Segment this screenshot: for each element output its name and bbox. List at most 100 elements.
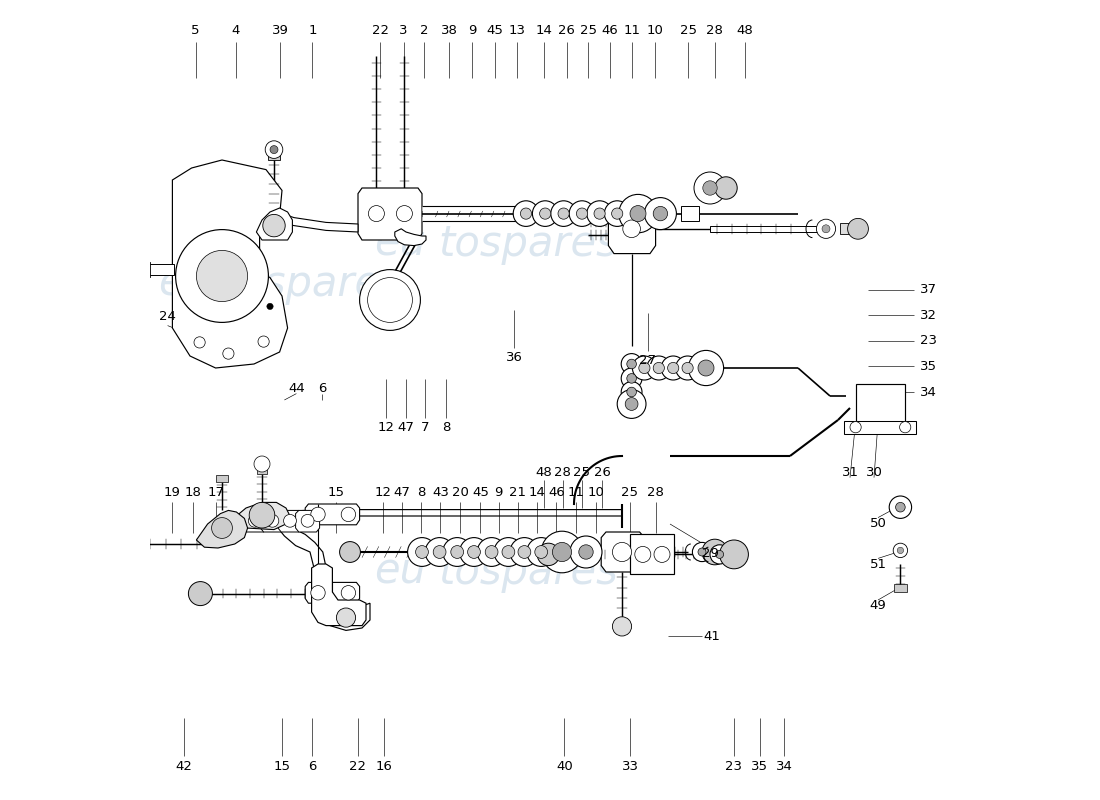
Circle shape: [889, 496, 912, 518]
Polygon shape: [311, 564, 366, 626]
Text: 25: 25: [621, 486, 638, 499]
Text: 27: 27: [639, 354, 656, 367]
Circle shape: [623, 220, 640, 238]
Bar: [217, 475, 228, 482]
Text: 14: 14: [529, 486, 546, 499]
Polygon shape: [395, 229, 426, 246]
Circle shape: [570, 536, 602, 568]
Circle shape: [552, 542, 572, 562]
Circle shape: [518, 546, 531, 558]
Circle shape: [502, 546, 515, 558]
Text: 28: 28: [706, 24, 723, 37]
Text: eu: eu: [374, 551, 426, 593]
Circle shape: [675, 356, 700, 380]
Text: 28: 28: [554, 466, 571, 478]
Text: 22: 22: [350, 760, 366, 773]
Circle shape: [267, 303, 273, 310]
Bar: [894, 584, 906, 592]
Circle shape: [537, 543, 560, 566]
Circle shape: [627, 387, 637, 397]
Polygon shape: [305, 582, 360, 603]
Text: 26: 26: [594, 466, 610, 478]
Text: 35: 35: [921, 360, 937, 373]
Circle shape: [451, 546, 463, 558]
Text: 38: 38: [441, 24, 458, 37]
Text: 45: 45: [486, 24, 503, 37]
Text: 5: 5: [191, 24, 200, 37]
Polygon shape: [97, 518, 126, 539]
Circle shape: [540, 208, 551, 219]
Circle shape: [569, 201, 595, 226]
Polygon shape: [243, 510, 267, 532]
Circle shape: [368, 206, 384, 222]
Circle shape: [613, 542, 631, 562]
Text: 13: 13: [508, 24, 526, 37]
Polygon shape: [305, 504, 360, 525]
Circle shape: [284, 514, 296, 527]
Text: 26: 26: [559, 24, 575, 37]
Polygon shape: [97, 542, 126, 566]
Circle shape: [250, 502, 275, 528]
Circle shape: [188, 582, 212, 606]
Circle shape: [702, 539, 727, 565]
Circle shape: [69, 522, 84, 536]
Text: 19: 19: [163, 486, 180, 499]
Circle shape: [263, 214, 285, 237]
Bar: [710, 226, 822, 232]
Polygon shape: [114, 518, 144, 539]
Text: 24: 24: [160, 310, 176, 322]
Circle shape: [668, 362, 679, 374]
Text: 41: 41: [703, 630, 720, 642]
Text: 39: 39: [272, 24, 289, 37]
Text: 47: 47: [397, 421, 415, 434]
Text: 3: 3: [399, 24, 408, 37]
Circle shape: [619, 194, 657, 233]
Circle shape: [627, 359, 637, 369]
Text: 1: 1: [308, 24, 317, 37]
Circle shape: [898, 547, 903, 554]
Circle shape: [639, 362, 650, 374]
Text: 8: 8: [442, 421, 450, 434]
Text: 40: 40: [556, 760, 573, 773]
Text: 43: 43: [432, 486, 449, 499]
Circle shape: [621, 382, 642, 402]
Polygon shape: [62, 542, 91, 566]
Text: 6: 6: [308, 760, 317, 773]
Circle shape: [647, 356, 671, 380]
Circle shape: [621, 368, 642, 389]
Circle shape: [100, 534, 120, 554]
Circle shape: [494, 538, 522, 566]
Text: 36: 36: [506, 351, 522, 364]
Polygon shape: [608, 204, 656, 254]
Text: 48: 48: [737, 24, 754, 37]
Text: 42: 42: [175, 760, 192, 773]
Circle shape: [703, 181, 717, 195]
Bar: [257, 466, 267, 474]
Circle shape: [477, 538, 506, 566]
Text: 48: 48: [536, 466, 552, 478]
Circle shape: [341, 507, 355, 522]
Circle shape: [460, 538, 488, 566]
Circle shape: [694, 172, 726, 204]
Text: 4: 4: [231, 24, 240, 37]
Circle shape: [532, 201, 558, 226]
Circle shape: [433, 546, 446, 558]
Polygon shape: [278, 214, 358, 232]
Text: 45: 45: [472, 486, 488, 499]
Text: 33: 33: [621, 760, 638, 773]
Circle shape: [360, 270, 420, 330]
Circle shape: [716, 550, 724, 558]
Circle shape: [692, 542, 712, 562]
Circle shape: [301, 514, 314, 527]
Text: 31: 31: [842, 466, 858, 478]
Circle shape: [558, 208, 569, 219]
Text: tospares: tospares: [438, 223, 618, 265]
Bar: [856, 384, 905, 422]
Circle shape: [893, 543, 907, 558]
Polygon shape: [274, 518, 370, 630]
Polygon shape: [62, 518, 91, 539]
Circle shape: [715, 177, 737, 199]
Text: 12: 12: [377, 421, 395, 434]
Circle shape: [627, 374, 637, 383]
Circle shape: [625, 398, 638, 410]
